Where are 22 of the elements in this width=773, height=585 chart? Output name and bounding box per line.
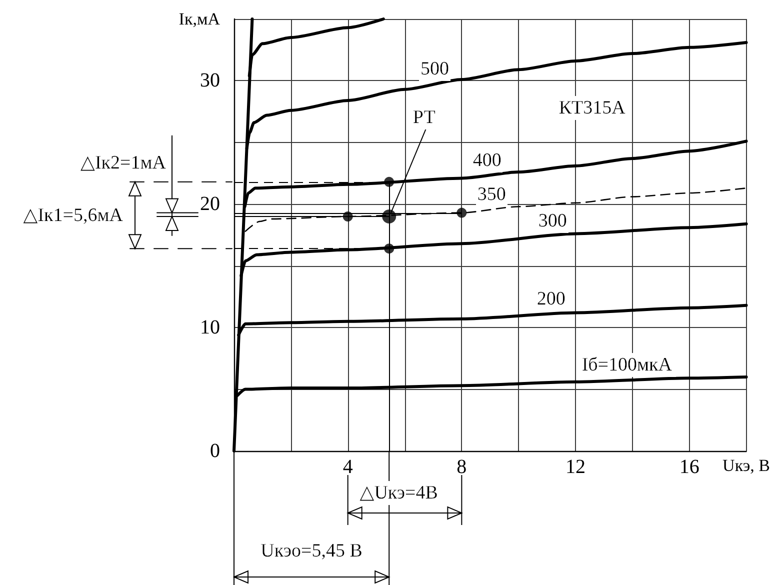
legend-label: Uкэо=5,45 В — [260, 540, 362, 562]
series-label: 400 — [472, 150, 502, 171]
annotation: РТ — [412, 106, 436, 128]
x-axis-title: Uкэ, В — [722, 456, 770, 475]
series-label: 350 — [477, 184, 506, 206]
y-tick-label: 0 — [210, 440, 220, 462]
x-tick-label: 16 — [679, 456, 700, 478]
x-tick-label: 4 — [342, 456, 353, 478]
series-label: 500 — [420, 58, 450, 80]
x-tick-label: 8 — [456, 456, 467, 478]
y-tick-label: 30 — [200, 70, 220, 92]
series-label: Iб=100мкА — [582, 354, 672, 376]
series-label: 300 — [538, 210, 567, 232]
y-tick-label: 10 — [200, 316, 220, 339]
series-label: 200 — [536, 288, 566, 310]
text: △Iк1=5,6мА — [23, 204, 124, 226]
y-axis-title: Iк,мА — [178, 10, 221, 28]
annotation: КТ315А — [558, 97, 626, 118]
x-tick-label: 12 — [566, 456, 586, 478]
y-tick-label: 20 — [200, 193, 220, 216]
text: △Uкэ=4В — [360, 482, 438, 504]
text: △Iк2=1мА — [80, 152, 166, 174]
